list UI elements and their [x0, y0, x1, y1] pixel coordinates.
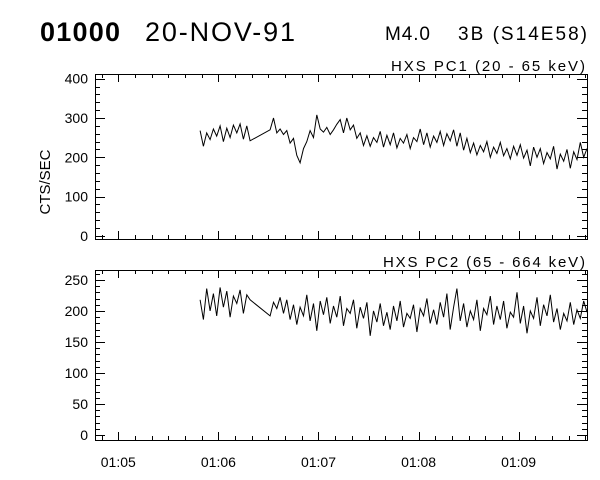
y-tick-label: 250 — [65, 272, 89, 288]
panel-1-title: HXS PC1 (20 - 65 keV) — [391, 58, 585, 75]
event-date: 20-NOV-91 — [145, 17, 295, 47]
y-tick-label: 400 — [65, 71, 89, 87]
x-tick-label: 01:06 — [201, 454, 236, 470]
y-tick-label: 0 — [80, 228, 88, 244]
y-tick-label: 200 — [65, 149, 89, 165]
y-tick-label: 150 — [65, 334, 89, 350]
panel-1-series-line — [199, 114, 588, 170]
panel-2-plot: 0 50 100 150 200 250 01:05 01:06 01:07 01:08 01:09 — [65, 270, 588, 470]
y-tick-label: 200 — [65, 303, 89, 319]
x-tick-label: 01:09 — [501, 454, 536, 470]
flare-importance-location: 3B (S14E58) — [458, 24, 587, 45]
y-tick-label: 300 — [65, 110, 89, 126]
header: 01000 20-NOV-91 M4.0 3B (S14E58) — [40, 17, 587, 47]
y-tick-label: 50 — [72, 396, 88, 412]
panel-2-title: HXS PC2 (65 - 664 keV) — [383, 254, 585, 271]
plot-frame — [95, 270, 588, 441]
panel-2-series-line — [199, 287, 588, 336]
y-tick-label: 100 — [65, 189, 89, 205]
x-tick-label: 01:05 — [101, 454, 136, 470]
y-tick-label: 0 — [80, 427, 88, 443]
x-tick-label: 01:07 — [301, 454, 336, 470]
y-axis-title: CTS/SEC — [37, 149, 54, 214]
goes-class: M4.0 — [385, 24, 430, 45]
event-id: 01000 — [40, 17, 120, 47]
x-tick-label: 01:08 — [401, 454, 436, 470]
y-tick-label: 100 — [65, 365, 89, 381]
panel-1-plot: 0 100 200 300 400 — [65, 71, 588, 244]
